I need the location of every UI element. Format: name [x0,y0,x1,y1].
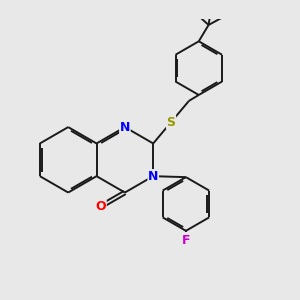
Text: N: N [148,170,158,183]
Text: O: O [95,200,106,213]
Text: S: S [167,116,176,129]
Text: F: F [182,234,190,247]
Text: N: N [120,121,130,134]
